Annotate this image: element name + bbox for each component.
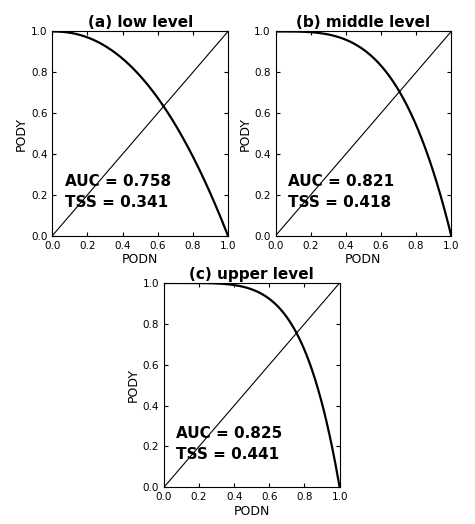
Text: AUC = 0.821
TSS = 0.418: AUC = 0.821 TSS = 0.418 (288, 174, 394, 211)
Y-axis label: PODY: PODY (15, 117, 28, 150)
Title: (b) middle level: (b) middle level (296, 15, 430, 30)
Y-axis label: PODY: PODY (127, 368, 140, 402)
X-axis label: PODN: PODN (234, 505, 270, 518)
X-axis label: PODN: PODN (345, 254, 381, 266)
Text: AUC = 0.758
TSS = 0.341: AUC = 0.758 TSS = 0.341 (65, 174, 171, 211)
Y-axis label: PODY: PODY (238, 117, 251, 150)
Title: (c) upper level: (c) upper level (190, 267, 314, 282)
Text: AUC = 0.825
TSS = 0.441: AUC = 0.825 TSS = 0.441 (176, 426, 283, 462)
X-axis label: PODN: PODN (122, 254, 158, 266)
Title: (a) low level: (a) low level (87, 15, 193, 30)
